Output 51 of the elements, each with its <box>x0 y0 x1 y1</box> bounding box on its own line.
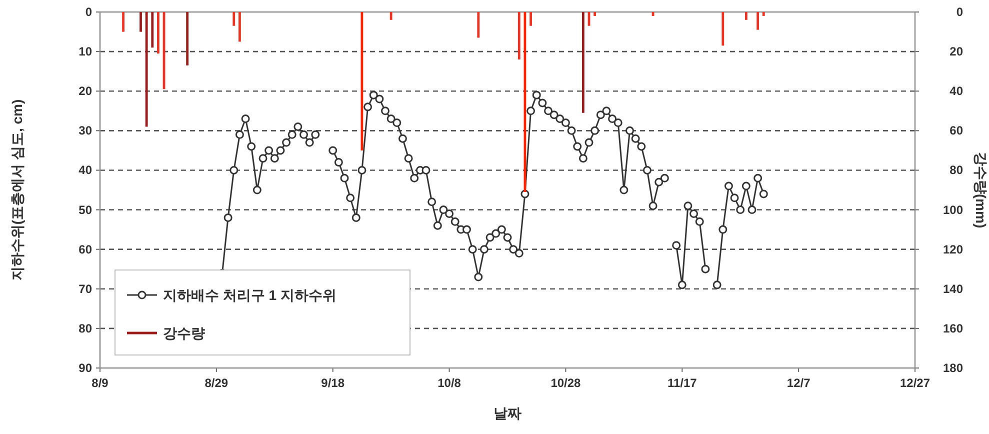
bar <box>238 12 241 42</box>
y-tick-label: 0 <box>85 5 92 19</box>
y-tick-label: 50 <box>78 202 92 217</box>
y-tick-label: 90 <box>78 361 92 375</box>
bar <box>390 12 392 20</box>
y2-tick-label: 80 <box>950 163 964 178</box>
y-axis-title: 지하수위(표층에서 심도, cm) <box>9 99 25 281</box>
bar <box>722 12 724 46</box>
y2-tick-label: 160 <box>942 321 964 336</box>
bar <box>186 12 189 66</box>
y2-tick-label: 0 <box>956 5 964 19</box>
bar <box>157 12 160 54</box>
bar <box>477 12 480 38</box>
bar <box>762 12 765 16</box>
y2-tick-label: 180 <box>942 361 964 375</box>
bar <box>145 12 148 127</box>
bar <box>582 12 584 113</box>
y2-tick-label: 140 <box>942 282 964 296</box>
legend-label: 지하배수 처리구 1 지하수위 <box>163 287 336 303</box>
y2-tick-label: 120 <box>942 242 964 256</box>
bar <box>232 12 236 26</box>
y2-axis-title: 강수량(mm) <box>973 152 989 228</box>
y-tick-label: 40 <box>78 163 92 178</box>
y-tick-label: 70 <box>78 282 92 296</box>
y-tick-label: 10 <box>78 44 92 59</box>
y2-tick-label: 100 <box>942 202 964 217</box>
y2-tick-label: 40 <box>950 84 964 98</box>
legend-label: 강수량 <box>163 325 205 341</box>
y-tick-label: 60 <box>78 242 92 256</box>
x-tick-label: 10/8 <box>438 376 462 390</box>
y-tick-label: 80 <box>78 321 92 336</box>
x-tick-label: 12/27 <box>900 376 930 390</box>
bar <box>140 12 142 32</box>
bar <box>756 12 760 30</box>
x-axis-title: 날짜 <box>494 405 522 421</box>
x-tick-label: 8/29 <box>204 376 228 390</box>
x-tick-label: 12/7 <box>786 376 811 390</box>
bar <box>594 12 596 16</box>
x-tick-label: 9/18 <box>321 376 345 390</box>
bar <box>151 12 154 48</box>
bar <box>122 12 124 32</box>
y2-tick-label: 60 <box>950 124 964 138</box>
bar <box>518 12 520 60</box>
y-tick-label: 30 <box>78 124 92 138</box>
bar <box>744 12 748 20</box>
y2-tick-label: 20 <box>950 44 964 59</box>
bar <box>530 12 532 26</box>
x-tick-label: 8/9 <box>92 376 109 390</box>
y-tick-label: 20 <box>78 84 92 98</box>
x-tick-label: 10/28 <box>550 376 582 390</box>
x-tick-label: 11/17 <box>667 376 698 390</box>
